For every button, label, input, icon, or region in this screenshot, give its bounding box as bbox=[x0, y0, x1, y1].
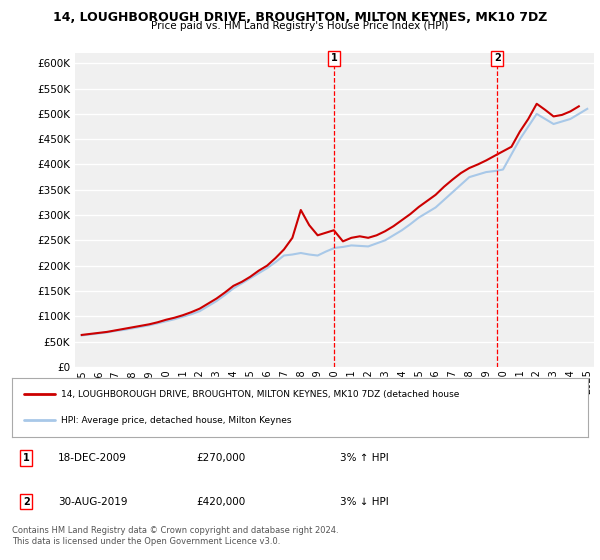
Text: HPI: Average price, detached house, Milton Keynes: HPI: Average price, detached house, Milt… bbox=[61, 416, 292, 425]
Text: 2: 2 bbox=[23, 497, 30, 507]
Text: 14, LOUGHBOROUGH DRIVE, BROUGHTON, MILTON KEYNES, MK10 7DZ (detached house: 14, LOUGHBOROUGH DRIVE, BROUGHTON, MILTO… bbox=[61, 390, 460, 399]
Text: Contains HM Land Registry data © Crown copyright and database right 2024.
This d: Contains HM Land Registry data © Crown c… bbox=[12, 526, 338, 546]
Text: 3% ↑ HPI: 3% ↑ HPI bbox=[340, 453, 389, 463]
Text: £420,000: £420,000 bbox=[196, 497, 245, 507]
Text: 30-AUG-2019: 30-AUG-2019 bbox=[58, 497, 128, 507]
Text: Price paid vs. HM Land Registry's House Price Index (HPI): Price paid vs. HM Land Registry's House … bbox=[151, 21, 449, 31]
Text: 14, LOUGHBOROUGH DRIVE, BROUGHTON, MILTON KEYNES, MK10 7DZ: 14, LOUGHBOROUGH DRIVE, BROUGHTON, MILTO… bbox=[53, 11, 547, 24]
Text: 1: 1 bbox=[23, 453, 30, 463]
Text: 2: 2 bbox=[494, 53, 500, 63]
Text: 18-DEC-2009: 18-DEC-2009 bbox=[58, 453, 127, 463]
Text: 1: 1 bbox=[331, 53, 337, 63]
Text: £270,000: £270,000 bbox=[196, 453, 245, 463]
Text: 3% ↓ HPI: 3% ↓ HPI bbox=[340, 497, 389, 507]
